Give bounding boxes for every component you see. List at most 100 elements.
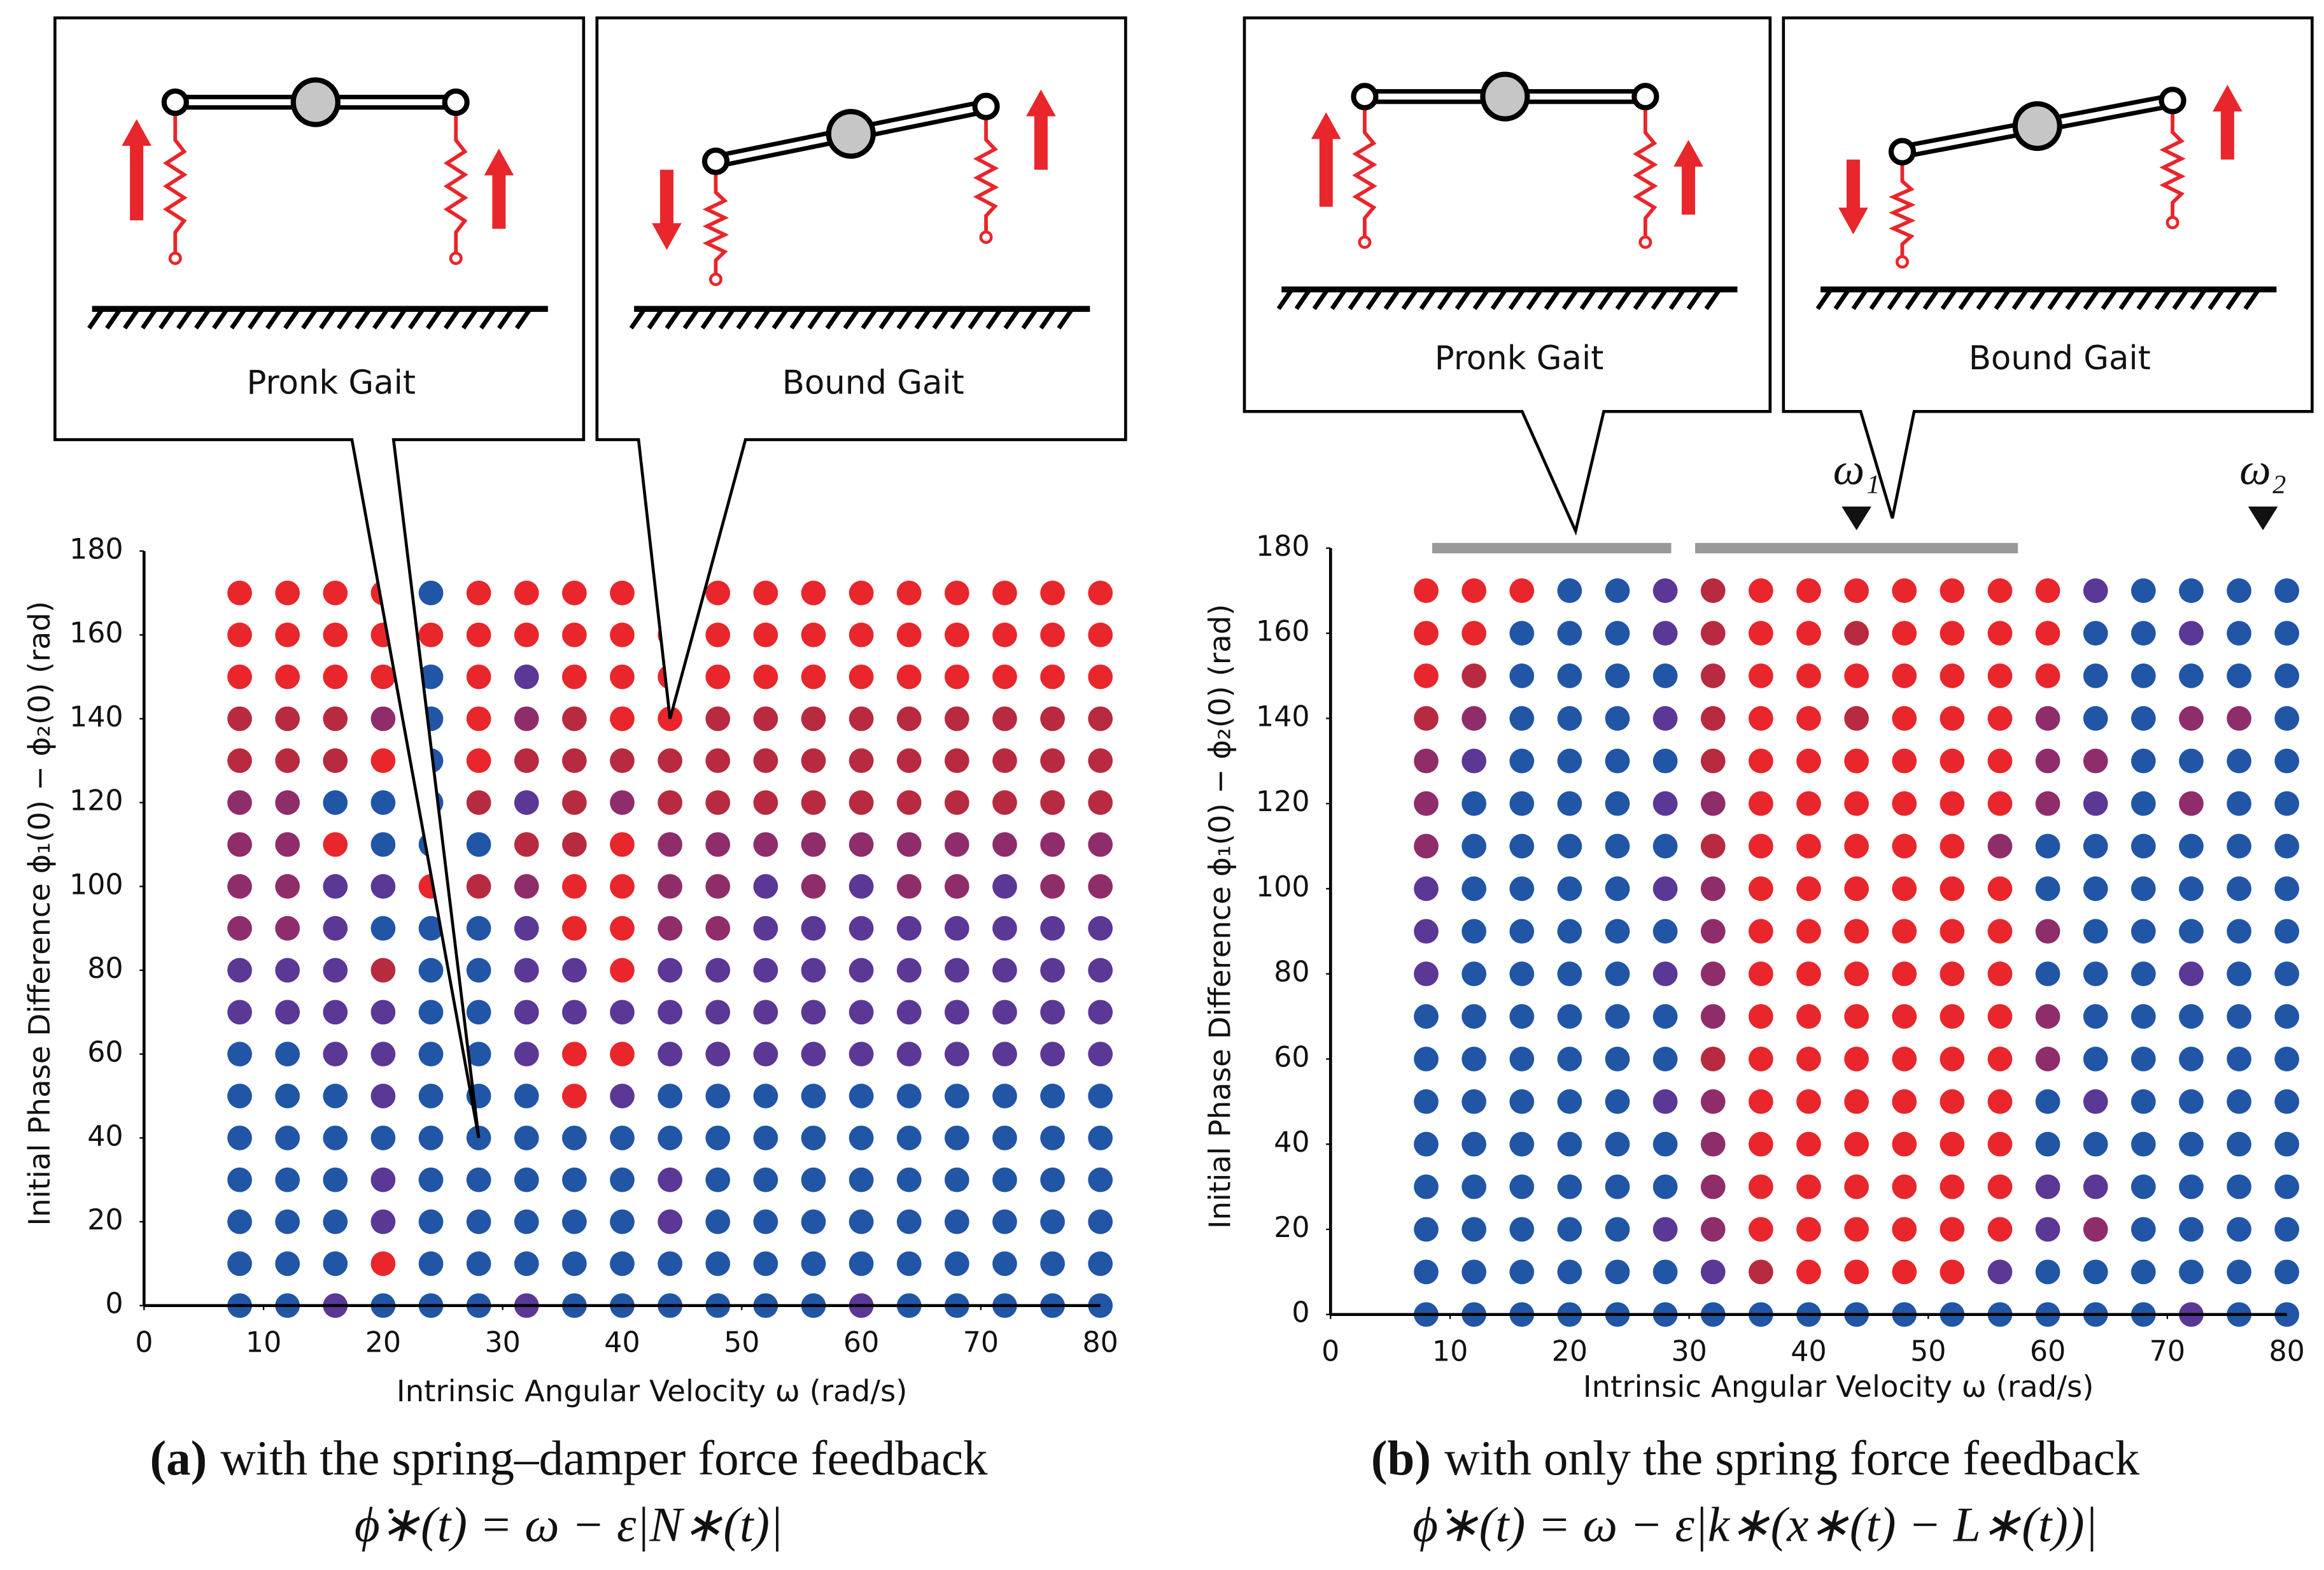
dot [1605, 1259, 1630, 1285]
dot [1796, 748, 1821, 774]
x-tick-label: 0 [135, 1326, 153, 1359]
dot [370, 1209, 396, 1234]
dot [1461, 919, 1487, 944]
dot [1088, 873, 1113, 899]
dot [896, 1084, 922, 1108]
dot [1796, 578, 1821, 604]
ground-hatch [647, 308, 665, 330]
dot [2179, 1174, 2204, 1199]
dot [1461, 1174, 1487, 1199]
dot [323, 1209, 348, 1234]
dot [1892, 791, 1917, 816]
ground-hatch [230, 308, 247, 330]
dot [2179, 748, 2204, 774]
marker-triangle [2248, 506, 2278, 530]
dot [1652, 706, 1678, 731]
ground-hatch [825, 308, 843, 330]
dot [944, 1000, 969, 1025]
mass [2012, 101, 2062, 152]
y-tick-label: 140 [1256, 700, 1310, 733]
dot [1509, 1217, 1535, 1242]
dot [658, 916, 682, 941]
dot [2227, 621, 2251, 646]
dot [1040, 1251, 1065, 1277]
dot [2130, 1259, 2156, 1285]
dot [1088, 706, 1113, 732]
dot [1040, 1042, 1065, 1067]
dot [2274, 1131, 2300, 1157]
dot [1892, 578, 1917, 604]
dot [1461, 876, 1487, 902]
dot [2083, 1004, 2108, 1029]
dot [275, 748, 300, 774]
y-tick-label: 20 [87, 1204, 123, 1236]
dot [370, 1042, 396, 1067]
dot [896, 1125, 922, 1150]
dot [227, 664, 252, 690]
spring [1352, 108, 1377, 237]
dot [705, 916, 731, 941]
dot [1796, 919, 1821, 944]
dot [992, 1042, 1017, 1067]
dot [610, 916, 635, 941]
dot [2130, 1217, 2156, 1242]
dot [610, 1167, 635, 1192]
ground-hatch [176, 308, 194, 330]
dot [1652, 1217, 1678, 1242]
dot [1796, 706, 1821, 731]
dot [1844, 876, 1869, 902]
dot [944, 1251, 969, 1277]
dot [227, 706, 252, 732]
dot [370, 873, 396, 899]
dot [2227, 833, 2251, 859]
dot [944, 622, 969, 647]
ground-hatch [789, 308, 807, 330]
dot [1088, 1251, 1113, 1277]
joint [1631, 83, 1659, 111]
dot [562, 832, 587, 857]
ground-hatch [2118, 288, 2136, 310]
dot [1414, 791, 1439, 816]
ground-hatch [1294, 288, 1312, 310]
dot [1940, 1047, 1965, 1071]
dot [1844, 748, 1869, 774]
dot [1652, 1004, 1678, 1029]
dot [849, 1125, 874, 1150]
dot [466, 622, 491, 647]
dot [1700, 1217, 1726, 1242]
dot [849, 958, 874, 983]
dot [2179, 706, 2204, 731]
dot [1987, 663, 2013, 688]
dot [1748, 1217, 1773, 1242]
joint [161, 88, 189, 117]
dot [418, 1042, 444, 1067]
dot [466, 790, 491, 815]
y-tick-label: 40 [1274, 1126, 1309, 1159]
dot [1557, 748, 1582, 774]
dot [1796, 1089, 1821, 1114]
ground-hatch [461, 308, 479, 330]
dot [610, 622, 635, 647]
dot [753, 1167, 778, 1192]
dot [849, 1167, 874, 1192]
dot [1605, 578, 1630, 604]
dot [1557, 1004, 1582, 1029]
callout-label: Bound Gait [1969, 339, 2151, 378]
ground-hatch [2047, 288, 2065, 310]
dot [562, 706, 587, 732]
dot [1892, 663, 1917, 688]
ground-hatch [87, 308, 104, 330]
ground-hatch [2065, 288, 2083, 310]
ground-hatch [1057, 308, 1074, 330]
dot [466, 748, 491, 774]
dot [370, 958, 396, 983]
dot [323, 664, 348, 690]
dot [753, 1000, 778, 1025]
dot [658, 1084, 682, 1108]
x-tick-label: 50 [1910, 1335, 1946, 1368]
dot [658, 832, 682, 857]
ground-hatch [514, 308, 532, 330]
dot [2274, 876, 2300, 902]
ground-hatch [1615, 288, 1633, 310]
